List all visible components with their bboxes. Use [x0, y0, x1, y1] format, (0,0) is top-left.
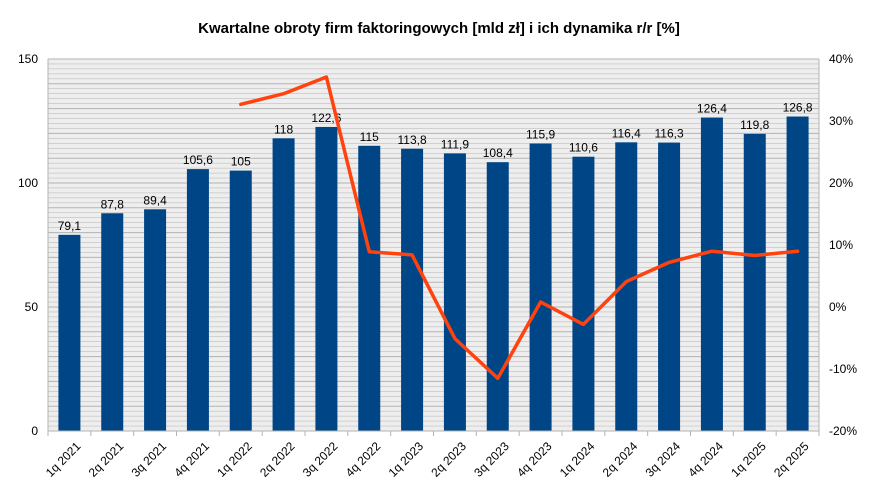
- left-axis-tick-label: 50: [25, 300, 39, 314]
- chart-title: Kwartalne obroty firm faktoringowych [ml…: [198, 20, 680, 37]
- x-axis-ticks: 1q 2021 2q 2021 3q 2021 4q 2021 1q 2022 2q 20…: [43, 439, 812, 480]
- right-axis-tick-label: 20%: [829, 176, 853, 190]
- left-axis-tick-label: 100: [18, 176, 38, 190]
- x-axis-category-label: 4q 2024: [685, 439, 726, 480]
- x-axis-category-label: 4q 2022: [343, 439, 384, 480]
- bar-data-label: 111,9: [441, 137, 470, 151]
- right-axis-tick-label: -20%: [829, 424, 857, 438]
- bar-data-label: 126,8: [783, 101, 813, 115]
- bar: [572, 156, 595, 431]
- bar: [486, 162, 509, 431]
- left-axis-tick-label: 0: [31, 424, 38, 438]
- bar-data-label: 115: [360, 130, 379, 144]
- bar-data-label: 116,4: [612, 126, 641, 140]
- right-axis-tick-label: 10%: [829, 238, 853, 252]
- bar-data-label: 108,4: [483, 146, 513, 160]
- right-axis-ticks: -20% -10% 0% 10% 20% 30% 40%: [829, 52, 857, 438]
- x-axis-category-label: 4q 2023: [514, 439, 555, 480]
- bar: [144, 209, 167, 431]
- x-axis-category-label: 3q 2022: [300, 439, 341, 480]
- right-axis-tick-label: 40%: [829, 52, 853, 66]
- axes: [47, 59, 820, 436]
- x-axis-category-label: 1q 2021: [43, 439, 84, 480]
- bar: [229, 170, 252, 431]
- bar-data-label: 110,6: [569, 141, 598, 155]
- bar: [186, 169, 209, 431]
- growth-line-series: [239, 75, 800, 381]
- x-axis-category-label: 3q 2023: [471, 439, 512, 480]
- right-axis-tick-label: 0%: [829, 300, 847, 314]
- bar: [658, 142, 681, 432]
- bar-series: [58, 116, 809, 432]
- bar: [529, 143, 552, 431]
- bar-data-label: 118: [274, 122, 293, 136]
- bar: [615, 142, 638, 431]
- bar-data-label: 116,3: [655, 127, 684, 141]
- x-axis-category-label: 3q 2021: [129, 439, 170, 480]
- x-axis-category-label: 2q 2022: [257, 439, 298, 480]
- plot-area: [48, 59, 819, 431]
- x-axis-category-label: 2q 2021: [86, 439, 127, 480]
- left-axis-ticks: 0 50 100 150: [18, 52, 38, 438]
- bar-data-label: 113,8: [398, 133, 427, 147]
- bar-data-label: 105: [231, 155, 251, 169]
- bar-data-label: 119,8: [740, 118, 769, 132]
- growth-line: [239, 75, 800, 381]
- bar: [101, 213, 124, 431]
- x-axis-category-label: 2q 2024: [600, 439, 641, 480]
- right-axis-tick-label: -10%: [829, 362, 857, 376]
- left-axis-tick-label: 150: [18, 52, 38, 66]
- bar: [743, 133, 766, 431]
- right-axis-tick-label: 30%: [829, 114, 853, 128]
- x-axis-category-label: 4q 2021: [171, 439, 212, 480]
- bar-data-label: 126,4: [697, 102, 727, 116]
- bar: [58, 234, 81, 431]
- bar: [315, 126, 338, 432]
- bar: [443, 153, 466, 431]
- x-axis-category-label: 1q 2025: [728, 439, 769, 480]
- bar: [786, 116, 809, 431]
- bar-data-label: 79,1: [58, 219, 82, 233]
- bar: [401, 148, 424, 431]
- x-axis-category-label: 1q 2022: [214, 439, 255, 480]
- bar-data-label: 89,4: [143, 193, 167, 207]
- bar: [272, 138, 295, 432]
- bar: [358, 145, 381, 432]
- bar-data-label: 105,6: [183, 153, 213, 167]
- x-axis-category-label: 1q 2023: [386, 439, 427, 480]
- x-axis-category-label: 1q 2024: [557, 439, 598, 480]
- bar-data-label: 115,9: [526, 128, 555, 142]
- x-axis-category-label: 2q 2023: [428, 439, 469, 480]
- x-axis-category-label: 3q 2024: [643, 439, 684, 480]
- bar-data-label: 87,8: [101, 197, 125, 211]
- x-axis-category-label: 2q 2025: [771, 439, 812, 480]
- bar: [700, 117, 723, 431]
